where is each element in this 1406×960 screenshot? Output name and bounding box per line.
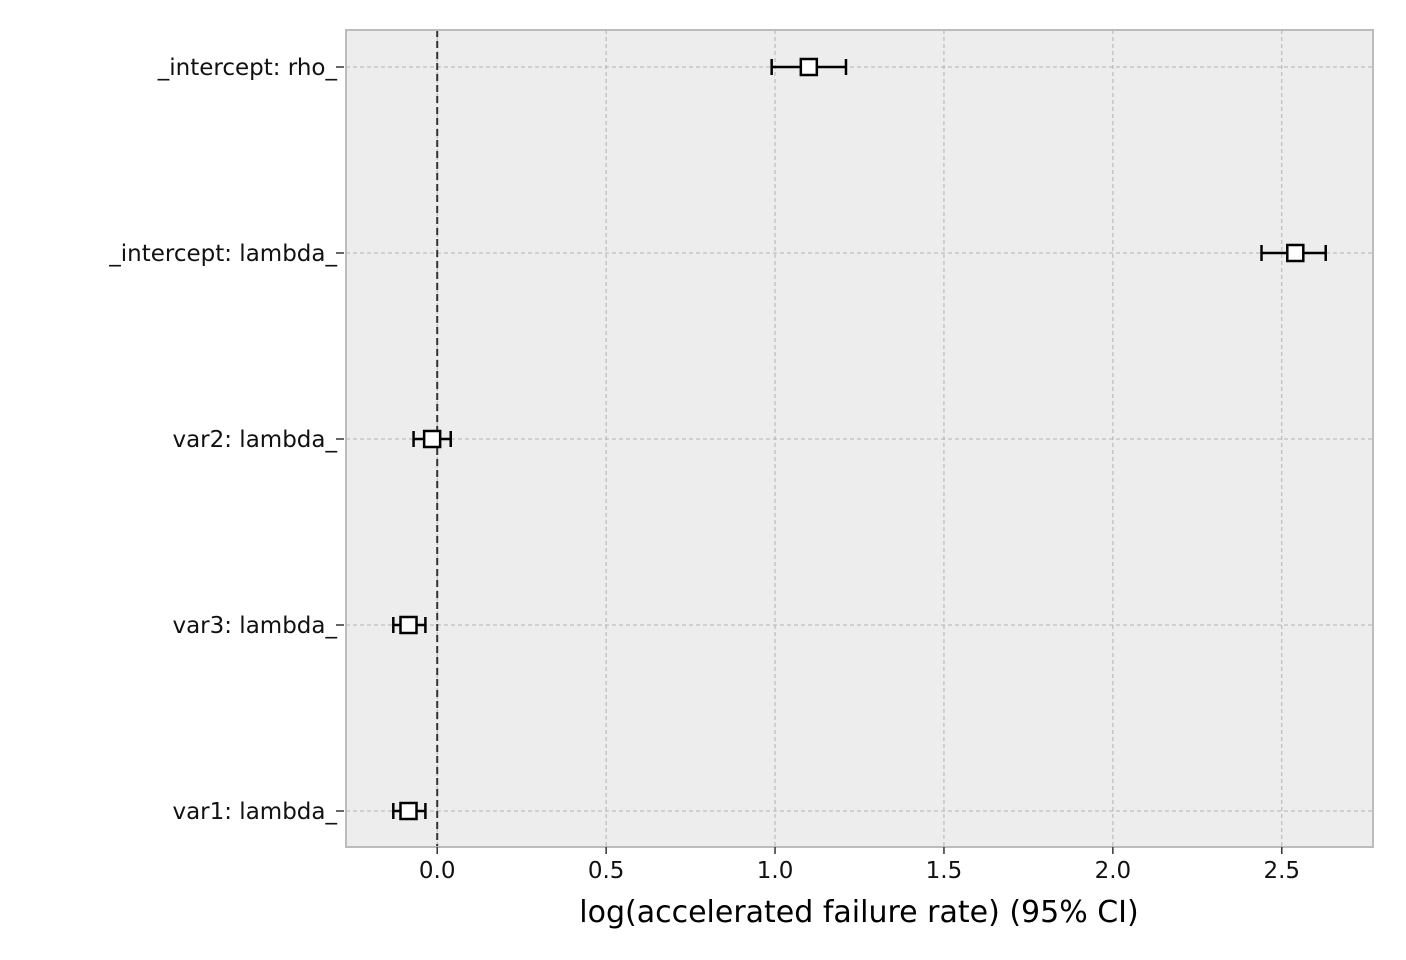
point-estimate-square xyxy=(422,429,442,449)
x-tick-label: 1.0 xyxy=(757,858,794,884)
y-axis: _intercept: rho_ _intercept: lambda_ var2:… xyxy=(108,55,344,825)
y-tick-label: var3: lambda_ xyxy=(172,613,337,639)
y-tick-label: _intercept: rho_ xyxy=(157,55,338,81)
point-estimate-square xyxy=(399,801,418,821)
estimate-mark xyxy=(392,615,427,635)
y-tick-label: var2: lambda_ xyxy=(172,427,337,453)
x-tick-label: 0.5 xyxy=(588,858,625,884)
y-tick-label: var1: lambda_ xyxy=(172,799,337,825)
x-tick-label: 0.0 xyxy=(419,858,456,884)
x-axis: 0.0 0.5 1.0 1.5 2.0 2.5 xyxy=(419,847,1300,884)
point-estimate-square xyxy=(799,57,819,77)
x-axis-title: log(accelerated failure rate) (95% CI) xyxy=(579,895,1138,930)
plot-frame xyxy=(345,29,1374,848)
point-estimate-square xyxy=(399,615,418,635)
y-tick-label: _intercept: lambda_ xyxy=(108,241,337,267)
x-tick-label: 2.5 xyxy=(1263,858,1300,884)
estimate-mark xyxy=(770,57,848,77)
point-estimate-square xyxy=(1286,243,1305,263)
estimate-mark xyxy=(412,429,452,449)
data-marks xyxy=(392,57,1327,821)
grid-lines xyxy=(346,30,1373,847)
estimate-mark xyxy=(1260,243,1327,263)
estimate-mark xyxy=(392,801,427,821)
x-tick-label: 1.5 xyxy=(926,858,963,884)
x-tick-label: 2.0 xyxy=(1095,858,1132,884)
